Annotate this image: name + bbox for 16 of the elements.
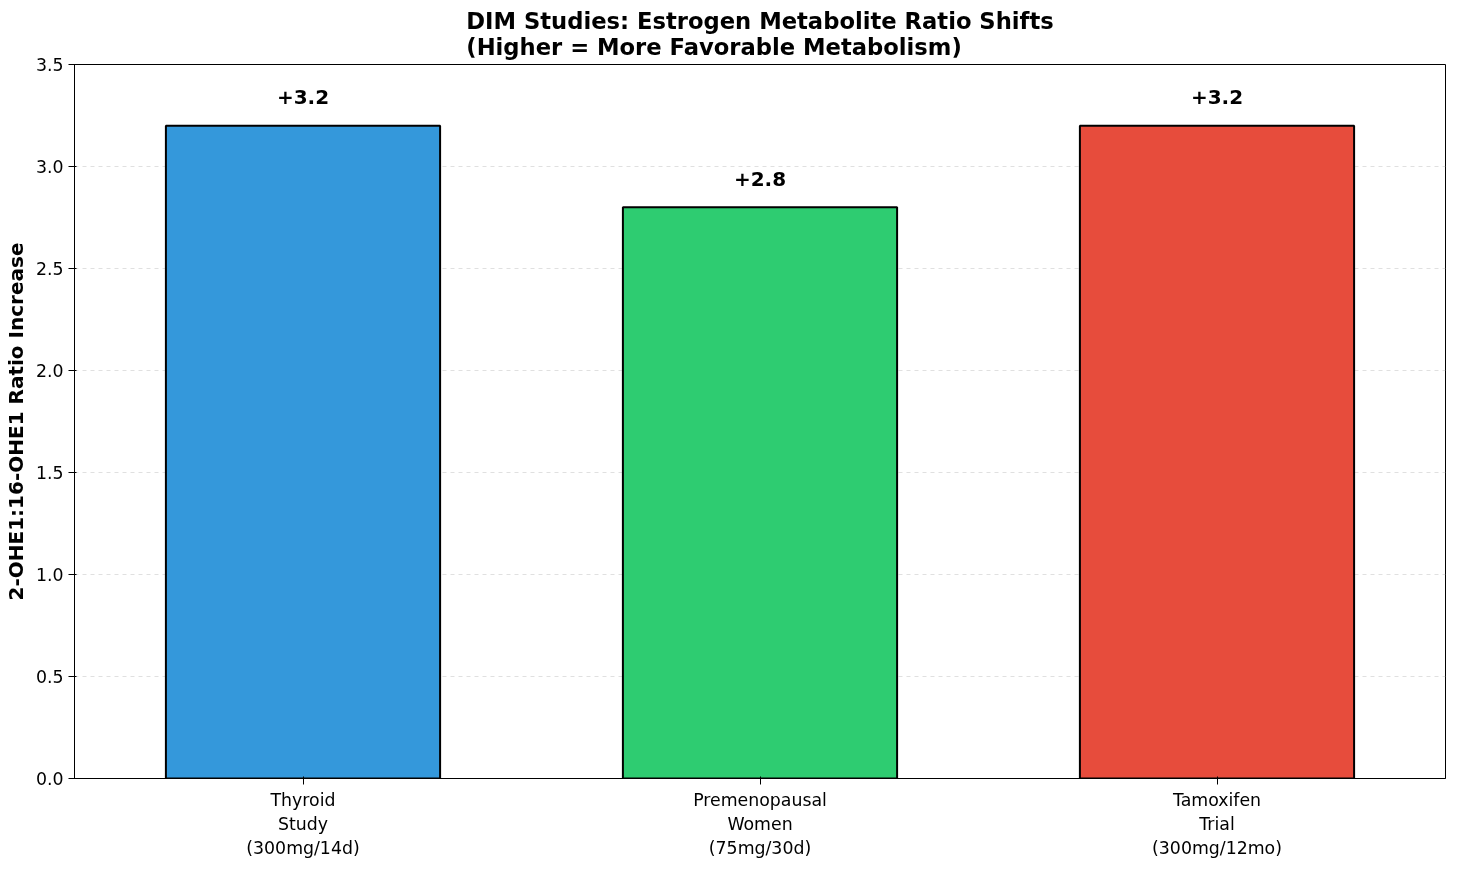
y-tick-label: 1.5 (35, 463, 64, 483)
chart-title: DIM Studies: Estrogen Metabolite Ratio Shifts (Higher = More Favorable Metabolism) (466, 7, 1054, 60)
data-label: +2.8 (733, 166, 787, 191)
y-tick-label: 3.0 (35, 157, 64, 177)
y-tick-label: 3.5 (35, 55, 64, 75)
data-label: +3.2 (1190, 85, 1244, 110)
y-tick-label: 2.0 (35, 361, 64, 381)
y-tick-label: 2.5 (35, 259, 64, 279)
y-tick-label: 1.0 (35, 565, 64, 585)
y-axis-title: 2-OHE1:16-OHE1 Ratio Increase (3, 242, 28, 601)
y-tick-label: 0.5 (35, 667, 64, 687)
x-tick-label: Premenopausal Women (75mg/30d) (693, 789, 827, 858)
x-tick-label: Thyroid Study (300mg/14d) (246, 789, 360, 858)
x-tick-label: Tamoxifen Trial (300mg/12mo) (1152, 789, 1282, 858)
y-tick-label: 0.0 (35, 769, 64, 789)
data-label: +3.2 (276, 85, 330, 110)
